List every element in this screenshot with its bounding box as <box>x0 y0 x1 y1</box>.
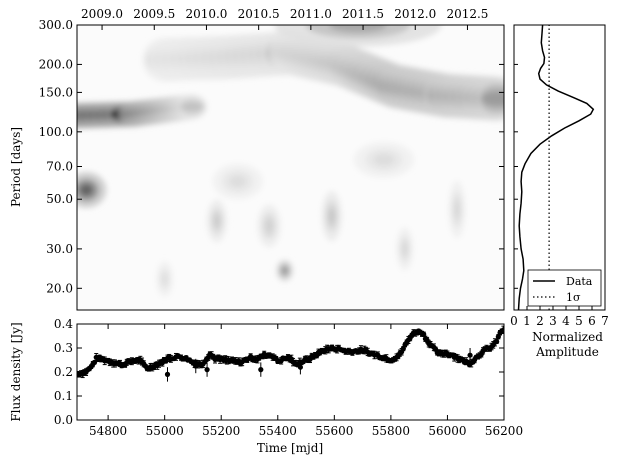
global-power-lines <box>517 25 595 310</box>
global-power-background <box>514 25 605 310</box>
wavelet-topxtick-label-0: 2009.0 <box>81 7 123 21</box>
heatmap-blob-3-2 <box>329 25 387 33</box>
global-power-xlabel-line-0: Normalized <box>532 330 603 344</box>
global-power-xtick-label-6: 6 <box>588 314 596 328</box>
lightcurve-outlier-marker-0 <box>204 367 210 373</box>
legend-label-sigma: 1σ <box>566 291 581 304</box>
legend-box <box>527 269 602 307</box>
lightcurve-marker-204 <box>421 331 427 337</box>
lightcurve-xtick-label-5: 55800 <box>372 424 410 438</box>
lightcurve-ytick-label-2: 0.2 <box>54 365 73 379</box>
global-power-series-0 <box>517 25 595 310</box>
global-power-xtick-label-5: 5 <box>575 314 583 328</box>
heatmap-blob-9-2 <box>161 272 168 286</box>
lightcurve-ytick-label-0: 0.0 <box>54 413 73 427</box>
wavelet-y-axis-label: Period [days] <box>9 127 23 207</box>
wavelet-frame <box>76 24 505 311</box>
wavelet-topxtick-label-3: 2010.5 <box>238 7 280 21</box>
wavelet-ytick-label-0: 20.0 <box>46 281 73 295</box>
global-power-xtick-label-7: 7 <box>601 314 609 328</box>
lightcurve-marker-247 <box>494 338 500 345</box>
global-power-xtick-label-4: 4 <box>562 314 570 328</box>
legend-label-data: Data <box>566 275 593 288</box>
lightcurve-marker-251 <box>500 327 504 333</box>
lightcurve-ticks: 54800 55000 55200 55400 55600 55800 56000 56200… <box>54 317 523 438</box>
wavelet-topxtick-label-6: 2012.0 <box>394 7 436 21</box>
wavelet-ytick-label-4: 100.0 <box>39 125 73 139</box>
lightcurve-xtick-label-6: 56000 <box>428 424 466 438</box>
lightcurve-xtick-label-1: 55000 <box>146 424 184 438</box>
global-power-xlabel-line-1: Amplitude <box>535 345 599 359</box>
global-power-xtick-label-3: 3 <box>549 314 557 328</box>
lightcurve-point-247 <box>494 338 500 345</box>
wavelet-topxtick-label-7: 2012.5 <box>446 7 488 21</box>
lightcurve-point-251 <box>500 325 504 334</box>
global-power-xtick-label-0: 0 <box>510 314 518 328</box>
wavelet-top-x-ticks: 2009.0 2009.5 2010.0 2010.5 2011.0 2011.5 2012… <box>81 7 488 30</box>
lightcurve-outlier-marker-5 <box>467 352 473 358</box>
heatmap-blob-12-2 <box>373 153 395 166</box>
lightcurve-ytick-label-4: 0.4 <box>54 317 73 331</box>
lightcurve-ytick-label-1: 0.1 <box>54 389 73 403</box>
lightcurve-x-axis-label: Time [mjd] <box>257 441 323 455</box>
heatmap-blob-2-2 <box>79 183 94 197</box>
heatmap-blob-7-2 <box>328 207 336 225</box>
wavelet-ytick-label-5: 150.0 <box>39 85 73 99</box>
lightcurve-xtick-label-7: 56200 <box>485 424 523 438</box>
wavelet-topxtick-label-1: 2009.5 <box>133 7 175 21</box>
wavelet-heatmap <box>77 25 504 297</box>
global-power-xtick-label-1: 1 <box>523 314 531 328</box>
lightcurve-background <box>77 324 504 420</box>
lightcurve-outlier-marker-3 <box>258 367 264 373</box>
heatmap-blob-5-2 <box>213 213 221 229</box>
wavelet-topxtick-label-4: 2011.0 <box>290 7 332 21</box>
heatmap-band-0-cell-2-7-2 <box>181 102 203 112</box>
wavelet-ytick-label-6: 200.0 <box>39 57 73 71</box>
global-power-xtick-label-2: 2 <box>536 314 544 328</box>
wavelet-ytick-label-7: 300.0 <box>39 18 73 32</box>
heatmap-band-1-cell-5-7-2 <box>481 90 504 107</box>
heatmap-blob-11-2 <box>229 175 247 188</box>
heatmap-blob-6-2 <box>265 218 274 234</box>
wavelet-y-ticks: 20.0 30.0 50.0 70.0 100.0 150.0 200.0 300.0 <box>39 18 504 295</box>
lightcurve-outlier-marker-2 <box>164 371 171 377</box>
heatmap-blob-8-2 <box>401 241 408 257</box>
lightcurve-xtick-label-0: 54800 <box>89 424 127 438</box>
heatmap-blob-4-2 <box>281 266 288 275</box>
wavelet-topxtick-label-5: 2011.5 <box>342 7 384 21</box>
lightcurve-xtick-label-2: 55200 <box>202 424 240 438</box>
legend: Data 1σ <box>527 269 602 307</box>
lightcurve-xtick-label-3: 55400 <box>259 424 297 438</box>
heatmap-blob-10-2 <box>454 199 460 220</box>
lightcurve-xtick-label-4: 55600 <box>315 424 353 438</box>
lightcurve-points <box>77 325 504 382</box>
wavelet-topxtick-label-2: 2010.0 <box>185 7 227 21</box>
wavelet-ytick-label-2: 50.0 <box>46 192 73 206</box>
lightcurve-y-axis-label: Flux density [Jy] <box>9 322 23 421</box>
wavelet-ytick-label-1: 30.0 <box>46 242 73 256</box>
wavelet-panel: 20.0 30.0 50.0 70.0 100.0 150.0 200.0 300.0 200… <box>9 7 505 311</box>
lightcurve-panel: 54800 55000 55200 55400 55600 55800 56000 56200… <box>9 317 523 455</box>
lightcurve-outlier-marker-1 <box>193 363 199 369</box>
lightcurve-outlier-marker-4 <box>297 364 303 370</box>
lightcurve-ytick-label-3: 0.3 <box>54 341 73 355</box>
wavelet-ytick-label-3: 70.0 <box>46 159 73 173</box>
global-power-frame <box>513 24 606 311</box>
